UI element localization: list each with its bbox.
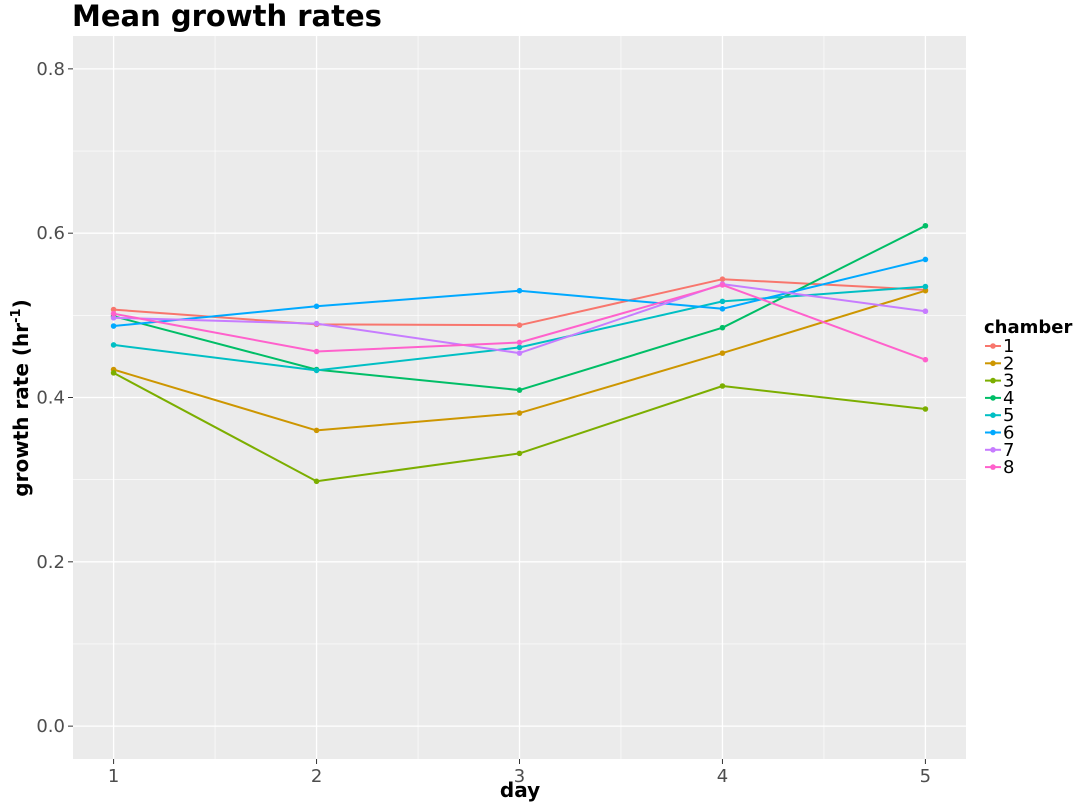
legend-label-1: 1 xyxy=(1003,336,1014,357)
data-point-chamber-8 xyxy=(516,339,523,346)
data-point-chamber-1 xyxy=(719,276,726,282)
data-point-chamber-2 xyxy=(719,350,726,356)
legend-label-8: 8 xyxy=(1003,457,1014,478)
x-tick-label: 1 xyxy=(108,766,119,787)
y-tick-label: 0.2 xyxy=(36,552,65,573)
data-point-chamber-6 xyxy=(313,303,320,310)
legend-label-3: 3 xyxy=(1003,371,1014,392)
data-point-chamber-5 xyxy=(313,367,320,374)
x-axis-title: day xyxy=(500,778,540,802)
data-point-chamber-6 xyxy=(922,256,929,263)
chart-title: Mean growth rates xyxy=(72,0,382,33)
data-point-chamber-2 xyxy=(313,427,320,434)
legend-key-point-8 xyxy=(990,464,996,470)
data-point-chamber-2 xyxy=(922,287,929,294)
data-point-chamber-4 xyxy=(922,222,929,229)
x-tick-label: 3 xyxy=(514,766,525,787)
y-tick-label: 0.8 xyxy=(36,59,65,80)
y-tick-label: 0.6 xyxy=(36,223,65,244)
legend-label-6: 6 xyxy=(1003,423,1014,444)
data-point-chamber-6 xyxy=(110,323,117,329)
x-tick-label: 5 xyxy=(920,766,931,787)
data-point-chamber-3 xyxy=(719,383,726,389)
data-point-chamber-2 xyxy=(516,410,523,416)
y-tick-label: 0.4 xyxy=(36,388,65,409)
y-axis-title-close: ) xyxy=(9,299,33,308)
data-point-chamber-4 xyxy=(516,387,523,393)
x-tick-label: 2 xyxy=(311,766,322,787)
data-point-chamber-8 xyxy=(313,348,320,355)
data-point-chamber-6 xyxy=(719,305,726,312)
legend-key-point-1 xyxy=(990,343,996,349)
data-point-chamber-5 xyxy=(516,344,523,351)
legend-label-5: 5 xyxy=(1003,405,1014,426)
x-axis: 1 2 3 4 5 xyxy=(108,759,931,787)
data-point-chamber-3 xyxy=(516,450,523,457)
legend-label-4: 4 xyxy=(1003,388,1014,409)
legend-title: chamber xyxy=(984,317,1072,338)
legend-label-7: 7 xyxy=(1003,440,1014,461)
y-axis: 0.0 0.2 0.4 0.6 0.8 xyxy=(36,59,73,737)
data-point-chamber-1 xyxy=(110,306,117,313)
y-tick-label: 0.0 xyxy=(36,716,65,737)
data-point-chamber-7 xyxy=(922,308,929,315)
legend-key-point-3 xyxy=(990,377,996,384)
data-point-chamber-7 xyxy=(313,320,320,327)
legend-key-point-5 xyxy=(990,412,996,419)
data-point-chamber-8 xyxy=(719,282,726,288)
data-point-chamber-6 xyxy=(516,287,523,294)
data-point-chamber-3 xyxy=(922,406,929,412)
data-point-chamber-5 xyxy=(110,342,117,348)
legend-key-point-6 xyxy=(990,429,996,436)
legend-key-point-2 xyxy=(990,360,996,367)
data-point-chamber-1 xyxy=(516,322,523,329)
x-tick-label: 4 xyxy=(717,766,728,787)
data-point-chamber-7 xyxy=(110,315,117,321)
legend-key-point-4 xyxy=(990,395,996,401)
y-axis-title-superscript: -1 xyxy=(9,308,24,322)
data-point-chamber-3 xyxy=(110,370,117,376)
y-axis-title: growth rate (hr-1) xyxy=(9,299,33,496)
data-point-chamber-3 xyxy=(313,478,320,485)
data-point-chamber-5 xyxy=(719,298,726,305)
series-points xyxy=(110,222,929,485)
legend-key-point-7 xyxy=(990,447,996,453)
data-point-chamber-5 xyxy=(922,283,929,290)
data-point-chamber-8 xyxy=(922,356,929,363)
data-point-chamber-4 xyxy=(719,324,726,331)
data-point-chamber-8 xyxy=(110,310,117,317)
y-axis-title-main: growth rate (hr xyxy=(9,323,33,497)
data-point-chamber-7 xyxy=(516,350,523,356)
legend-label-2: 2 xyxy=(1003,353,1014,374)
